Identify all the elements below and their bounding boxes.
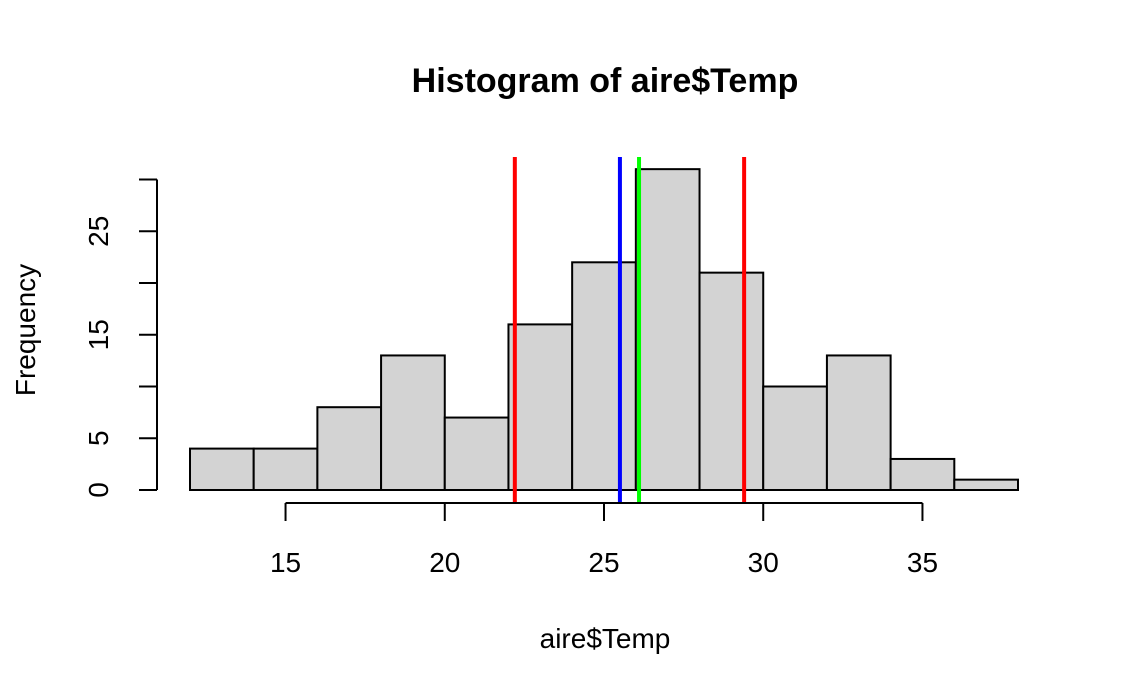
histogram-bar — [189, 447, 255, 492]
y-axis: 0 5 15 25 — [83, 178, 158, 498]
histogram-bar — [953, 478, 1019, 491]
x-axis: 15 20 25 30 35 — [270, 502, 938, 578]
x-tick-label: 20 — [429, 547, 460, 578]
histogram-bars — [189, 168, 1019, 492]
x-tick-label: 25 — [588, 547, 619, 578]
histogram-bar — [634, 168, 701, 491]
x-tick-label: 35 — [907, 547, 938, 578]
y-tick-label: 5 — [83, 430, 114, 446]
x-tick-label: 15 — [270, 547, 301, 578]
histogram-bar — [316, 406, 383, 492]
x-tick-label: 30 — [748, 547, 779, 578]
histogram-bar — [571, 261, 637, 491]
y-tick-label: 0 — [83, 482, 114, 498]
reference-lines — [512, 157, 747, 503]
histogram-bar — [507, 323, 574, 491]
histogram-bar — [252, 447, 319, 492]
y-tick-label: 25 — [83, 216, 114, 247]
y-tick-label: 15 — [83, 319, 114, 350]
histogram-bar — [698, 271, 765, 491]
histogram-bar — [825, 354, 892, 492]
y-axis-title: Frequency — [10, 264, 41, 396]
histogram-bar — [889, 457, 956, 492]
chart-title: Histogram of aire$Temp — [412, 62, 799, 100]
histogram-bar — [762, 385, 828, 491]
histogram-bar — [443, 416, 510, 491]
histogram-bar — [380, 354, 446, 492]
x-axis-title: aire$Temp — [540, 623, 671, 654]
